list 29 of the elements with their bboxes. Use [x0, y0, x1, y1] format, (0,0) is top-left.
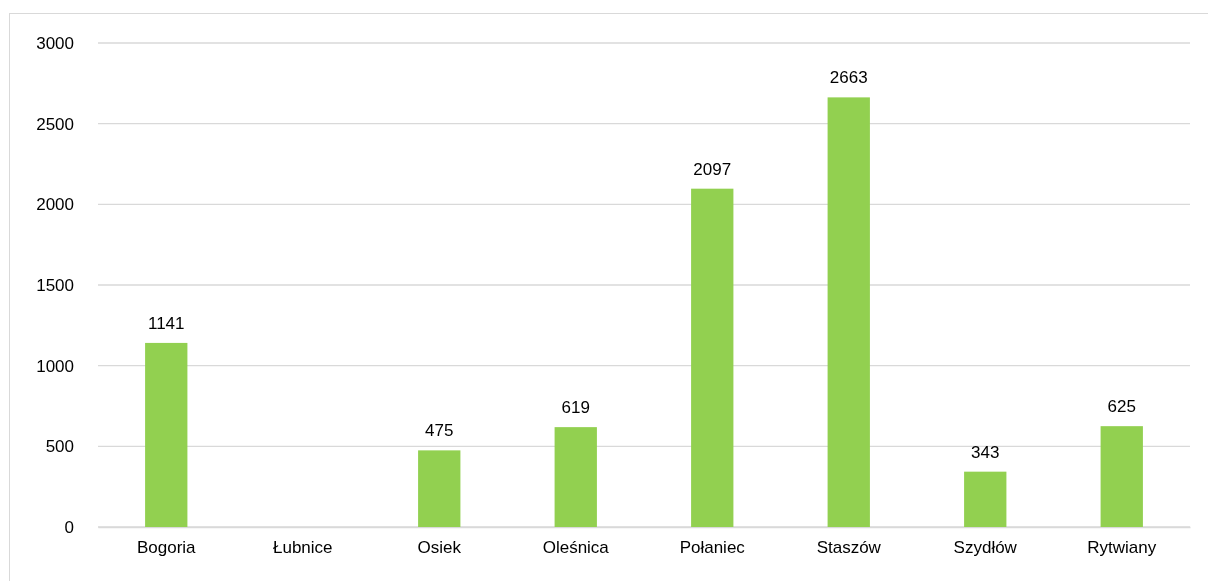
data-label: 475: [425, 421, 454, 441]
bar: [554, 427, 597, 527]
x-tick-label: Łubnice: [272, 538, 333, 558]
bar: [145, 342, 188, 527]
x-tick-label: Rytwiany: [1087, 538, 1157, 558]
bar: [964, 471, 1007, 527]
bar: [1100, 426, 1143, 527]
y-tick-label: 2000: [36, 195, 74, 215]
y-tick-label: 500: [45, 437, 74, 457]
x-tick-label: Staszów: [816, 538, 882, 558]
data-label: 619: [561, 398, 590, 418]
data-label: 343: [971, 442, 1000, 462]
x-tick-label: Oleśnica: [542, 538, 610, 558]
bar: [691, 188, 734, 527]
x-tick-label: Bogoria: [136, 538, 197, 558]
data-label: 1141: [147, 313, 185, 333]
y-tick-label: 0: [64, 517, 74, 537]
bar: [827, 97, 870, 527]
data-label: 625: [1107, 397, 1136, 417]
data-label: 2097: [693, 159, 732, 179]
y-tick-label: 1500: [36, 275, 74, 295]
y-tick-label: 2500: [36, 114, 74, 134]
data-label: 2663: [829, 68, 868, 88]
x-tick-label: Szydłów: [953, 538, 1018, 558]
x-tick-label: Połaniec: [679, 538, 746, 558]
x-tick-label: Osiek: [417, 538, 462, 558]
y-tick-label: 3000: [36, 33, 74, 53]
y-tick-label: 1000: [36, 356, 74, 376]
bar: [418, 450, 461, 527]
